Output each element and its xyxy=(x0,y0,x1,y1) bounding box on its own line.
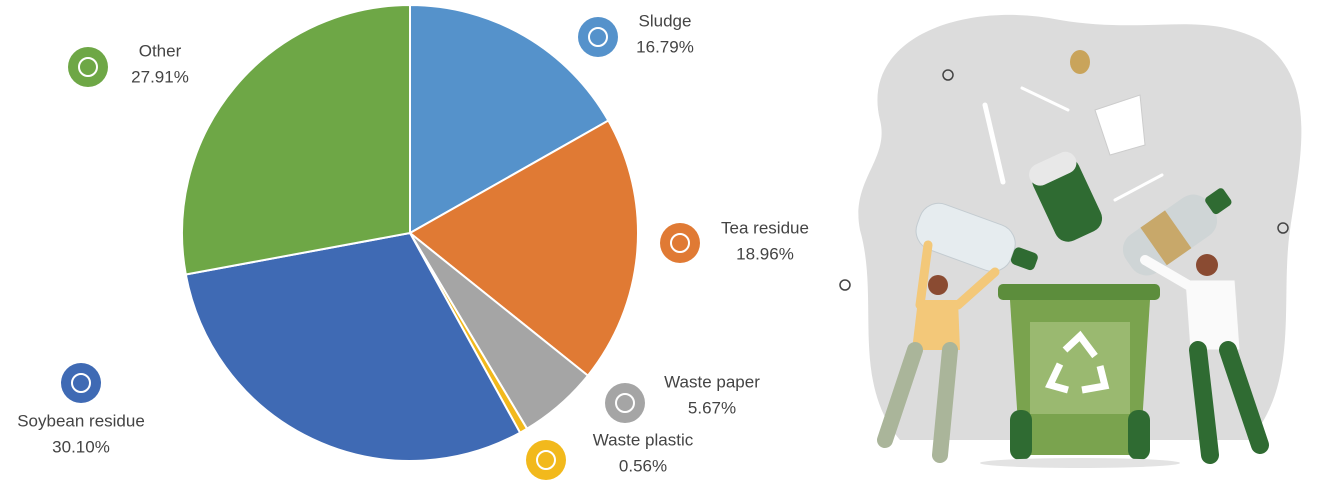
category-icon xyxy=(578,17,618,57)
bin-wheel xyxy=(1128,410,1150,460)
cotton-swab xyxy=(1020,86,1070,112)
illustration xyxy=(839,14,1302,468)
value-label: 0.56% xyxy=(619,456,667,475)
pie-slice xyxy=(184,231,522,462)
category-icon xyxy=(68,47,108,87)
value-label: 5.67% xyxy=(688,398,736,417)
category-icon-glyph xyxy=(78,57,98,77)
value-label: 16.79% xyxy=(636,37,694,56)
pie xyxy=(181,3,639,462)
decor-circle xyxy=(1277,222,1289,234)
shadow xyxy=(980,458,1180,468)
value-label: 30.10% xyxy=(52,437,110,456)
category-icon-glyph xyxy=(588,27,608,47)
pie-slice xyxy=(181,3,411,276)
category-icon xyxy=(61,363,101,403)
category-icon xyxy=(660,223,700,263)
person-left xyxy=(877,240,1000,463)
category-icon-glyph xyxy=(670,233,690,253)
bin-lid xyxy=(998,284,1160,300)
decor-circle xyxy=(839,279,851,291)
category-icon xyxy=(526,440,566,480)
category-icon-glyph xyxy=(536,450,556,470)
person-right xyxy=(1140,254,1269,464)
category-icon-glyph xyxy=(615,393,635,413)
category-label: Tea residue xyxy=(721,218,809,237)
category-label: Waste plastic xyxy=(593,430,694,449)
category-icon-glyph xyxy=(71,373,91,393)
category-icon xyxy=(605,383,645,423)
green-bottle xyxy=(1029,151,1103,242)
pie-slice xyxy=(408,119,639,378)
category-label: Sludge xyxy=(639,11,692,30)
value-label: 27.91% xyxy=(131,67,189,86)
labels: Sludge 16.79% Tea residue 18.96% Waste paper… xyxy=(17,11,809,480)
value-label: 18.96% xyxy=(736,244,794,263)
cork xyxy=(1070,50,1090,74)
category-label: Waste paper xyxy=(664,372,760,391)
decor-circle xyxy=(942,69,954,81)
straw xyxy=(982,102,1006,185)
category-label: Soybean residue xyxy=(17,411,145,430)
cotton-swab xyxy=(1113,173,1164,202)
plastic-bottle xyxy=(915,202,1038,272)
bin-wheel xyxy=(1010,410,1032,460)
cup xyxy=(1094,94,1146,156)
recycle-symbol xyxy=(1045,330,1110,394)
category-label: Other xyxy=(139,41,182,60)
pie-slice xyxy=(409,3,610,235)
